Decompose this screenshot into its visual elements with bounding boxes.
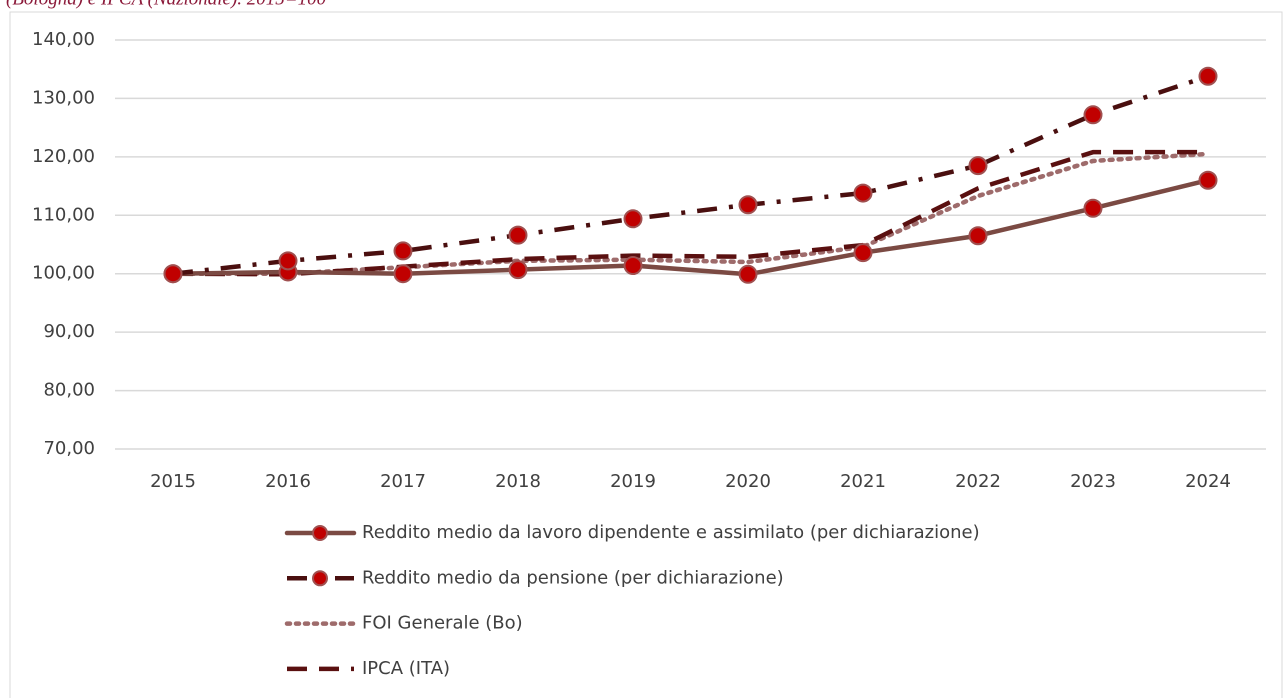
y-tick-label: 110,00 — [32, 204, 95, 225]
data-point — [623, 209, 643, 229]
data-point — [508, 225, 528, 245]
series-line — [172, 74, 1209, 276]
data-point — [1083, 105, 1103, 125]
chart-title: (Bologna) e IPCA (Nazionale). 2015=100 — [6, 0, 327, 9]
data-point — [853, 183, 873, 203]
y-tick-label: 70,00 — [43, 438, 95, 459]
data-point — [278, 251, 298, 271]
data-point — [1198, 170, 1218, 190]
x-tick-label: 2018 — [495, 471, 541, 492]
legend-label: Reddito medio da lavoro dipendente e ass… — [362, 522, 980, 543]
y-tick-label: 80,00 — [43, 380, 95, 401]
x-tick-label: 2016 — [265, 471, 311, 492]
data-point — [968, 156, 988, 176]
legend-label: Reddito medio da pensione (per dichiaraz… — [362, 567, 784, 588]
series-line — [170, 177, 1211, 277]
y-tick-label: 120,00 — [32, 146, 95, 167]
data-point — [1198, 66, 1218, 86]
data-point — [968, 226, 988, 246]
data-point — [738, 195, 758, 215]
x-tick-label: 2024 — [1185, 471, 1231, 492]
data-point — [393, 241, 413, 261]
data-point — [738, 264, 758, 284]
legend-label: FOI Generale (Bo) — [362, 613, 523, 634]
data-point — [1083, 198, 1103, 218]
x-tick-label: 2017 — [380, 471, 426, 492]
x-tick-label: 2019 — [610, 471, 656, 492]
data-point — [393, 264, 413, 284]
x-tick-label: 2021 — [840, 471, 886, 492]
data-point — [163, 264, 183, 284]
y-tick-label: 130,00 — [32, 87, 95, 108]
y-tick-label: 100,00 — [32, 263, 95, 284]
series-line — [172, 149, 1208, 277]
x-tick-label: 2015 — [150, 471, 196, 492]
chart-frame — [9, 11, 1283, 698]
legend-marker — [312, 570, 328, 587]
legend-label: IPCA (ITA) — [362, 658, 450, 679]
legend-marker — [312, 525, 328, 541]
y-tick-label: 90,00 — [43, 321, 95, 342]
x-tick-label: 2022 — [955, 471, 1001, 492]
y-tick-label: 140,00 — [32, 29, 95, 50]
x-tick-label: 2020 — [725, 471, 771, 492]
data-point — [853, 243, 873, 263]
data-point — [623, 256, 643, 276]
data-point — [508, 260, 528, 280]
x-tick-label: 2023 — [1070, 471, 1116, 492]
